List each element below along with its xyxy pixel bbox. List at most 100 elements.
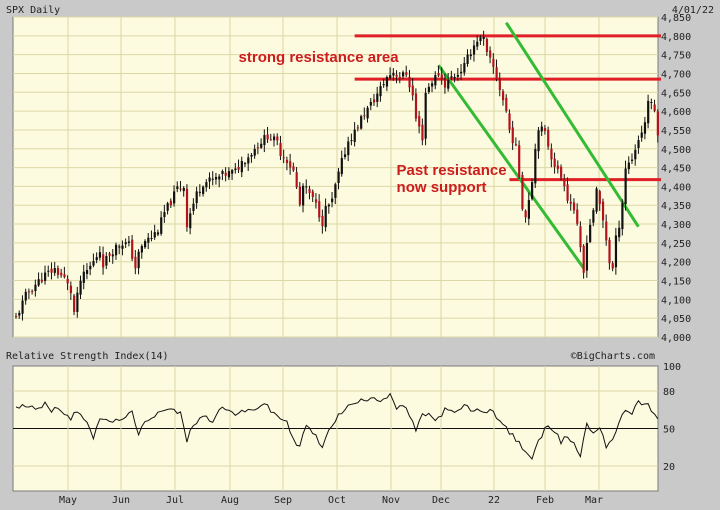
candle-body bbox=[479, 37, 482, 42]
candle-body bbox=[279, 142, 282, 157]
candle-body bbox=[418, 116, 421, 127]
candle-body bbox=[614, 235, 618, 268]
candle-body bbox=[79, 280, 82, 295]
candle-body bbox=[182, 187, 185, 192]
candle-body bbox=[253, 148, 256, 156]
candle-body bbox=[514, 144, 518, 146]
candle-body bbox=[501, 91, 505, 101]
candle-body bbox=[273, 136, 276, 141]
price-tick-label: 4,200 bbox=[661, 258, 691, 269]
candle-body bbox=[637, 140, 640, 149]
candle-body bbox=[647, 100, 650, 124]
candle-body bbox=[624, 168, 627, 205]
candle-body bbox=[453, 77, 456, 79]
candle-body bbox=[531, 182, 534, 199]
candle-body bbox=[553, 158, 556, 167]
candle-body bbox=[421, 124, 424, 141]
candle-body bbox=[379, 86, 382, 97]
price-tick-label: 4,350 bbox=[661, 201, 691, 212]
candle-body bbox=[311, 191, 314, 197]
candle-body bbox=[369, 101, 372, 106]
candle-body bbox=[185, 188, 189, 228]
candle-body bbox=[276, 136, 279, 141]
candle-body bbox=[572, 202, 576, 211]
candle-body bbox=[398, 76, 401, 79]
candle-body bbox=[205, 182, 208, 188]
candle-body bbox=[282, 157, 285, 159]
candle-body bbox=[343, 154, 347, 157]
candle-body bbox=[318, 201, 321, 218]
candle-body bbox=[537, 130, 540, 152]
candle-body bbox=[492, 58, 495, 67]
candle-body bbox=[24, 291, 27, 301]
candle-body bbox=[60, 272, 63, 276]
candle-body bbox=[414, 93, 418, 119]
candle-body bbox=[21, 300, 24, 314]
annotations: strong resistance area Past resistancenow… bbox=[239, 49, 507, 196]
candle-body bbox=[105, 256, 108, 266]
candle-body bbox=[524, 210, 527, 218]
candle-body bbox=[630, 159, 634, 161]
candle-body bbox=[89, 265, 92, 270]
candle-body bbox=[608, 239, 611, 264]
candle-body bbox=[518, 145, 521, 177]
candle-body bbox=[140, 245, 143, 253]
candle-body bbox=[66, 278, 69, 284]
candle-body bbox=[560, 166, 563, 178]
candle-body bbox=[218, 176, 221, 180]
candle-body bbox=[260, 143, 263, 148]
candle-body bbox=[389, 75, 392, 79]
candle-body bbox=[605, 221, 608, 241]
rsi-tick-label: 20 bbox=[663, 462, 675, 473]
candle-body bbox=[266, 134, 269, 140]
candle-body bbox=[56, 268, 60, 275]
candle-body bbox=[76, 292, 79, 312]
candle-body bbox=[156, 232, 160, 235]
candle-body bbox=[643, 122, 647, 134]
candle-body bbox=[511, 127, 514, 144]
candle-body bbox=[376, 93, 379, 102]
month-label: Dec bbox=[432, 495, 450, 506]
candle-body bbox=[150, 237, 153, 239]
candle-body bbox=[292, 166, 295, 171]
candle-body bbox=[543, 128, 547, 132]
candle-body bbox=[385, 77, 389, 87]
month-axis: May Jun Jul Aug Sep Oct Nov Dec 22 Feb Mar bbox=[59, 495, 603, 506]
candle-body bbox=[424, 92, 427, 139]
candle-body bbox=[121, 245, 124, 249]
candle-body bbox=[302, 185, 305, 206]
candle-body bbox=[98, 252, 102, 258]
price-tick-label: 4,400 bbox=[661, 182, 691, 193]
candle-body bbox=[18, 312, 21, 316]
candle-body bbox=[547, 129, 550, 147]
price-tick-label: 4,750 bbox=[661, 51, 691, 62]
candle-body bbox=[324, 206, 327, 228]
candle-body bbox=[69, 285, 73, 294]
candle-body bbox=[92, 260, 95, 266]
candle-body bbox=[618, 227, 621, 238]
candle-body bbox=[656, 111, 659, 136]
price-tick-label: 4,000 bbox=[661, 333, 691, 344]
month-label: May bbox=[59, 495, 77, 506]
month-label: Mar bbox=[585, 495, 603, 506]
candle-body bbox=[131, 239, 134, 259]
candle-body bbox=[237, 167, 240, 170]
candle-body bbox=[118, 246, 121, 248]
price-tick-label: 4,550 bbox=[661, 126, 691, 137]
candle-body bbox=[440, 74, 443, 80]
candle-body bbox=[395, 74, 398, 77]
candle-body bbox=[627, 162, 630, 170]
candle-body bbox=[221, 171, 224, 175]
candle-body bbox=[592, 210, 595, 223]
candle-body bbox=[640, 132, 643, 138]
candle-body bbox=[256, 147, 260, 149]
candle-body bbox=[463, 63, 466, 73]
candle-body bbox=[40, 279, 43, 282]
candle-body bbox=[466, 54, 469, 64]
price-grid bbox=[13, 16, 658, 338]
candle-body bbox=[308, 188, 311, 194]
price-tick-label: 4,150 bbox=[661, 277, 691, 288]
candle-body bbox=[298, 186, 301, 205]
candle-body bbox=[147, 237, 150, 243]
candle-body bbox=[44, 272, 47, 281]
